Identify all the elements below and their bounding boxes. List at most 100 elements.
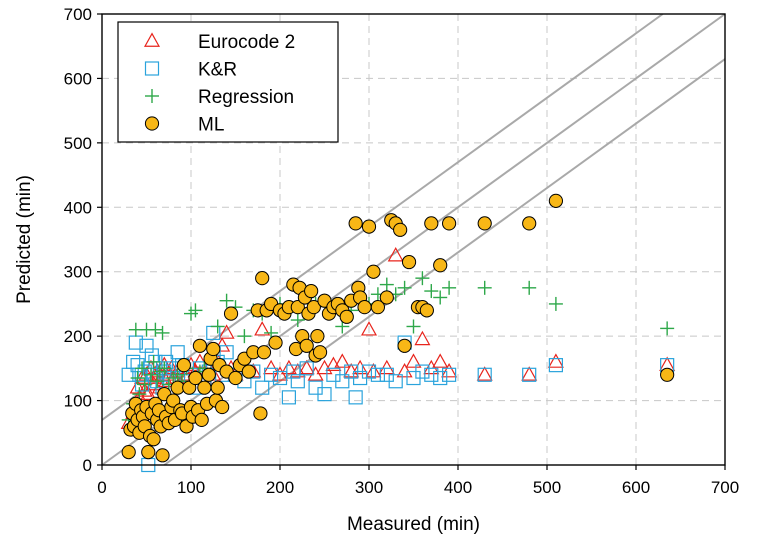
legend-marker-ml [144, 116, 160, 131]
point-regression [660, 321, 675, 336]
point-k-r [290, 374, 305, 389]
point-k-r [255, 380, 270, 395]
point-ml [393, 222, 408, 237]
point-k-r [415, 364, 430, 379]
x-axis-title: Measured (min) [347, 514, 480, 535]
legend-label-k-r: K&R [198, 60, 237, 81]
legend-marker-eurocode-2 [143, 32, 161, 47]
y-tick-label: 300 [64, 263, 92, 282]
point-ml [141, 445, 156, 460]
point-ml [197, 380, 212, 395]
point-k-r [477, 367, 492, 382]
y-tick-label: 700 [64, 5, 92, 24]
point-eurocode-2 [280, 359, 297, 375]
point-ml [210, 380, 225, 395]
point-ml [192, 338, 207, 353]
point-ml [215, 399, 230, 415]
point-eurocode-2 [360, 321, 378, 336]
x-tick-label: 700 [711, 478, 739, 497]
grid-lines [102, 14, 725, 465]
point-regression [290, 313, 305, 328]
x-tick-label: 100 [177, 478, 205, 497]
y-tick-label: 100 [64, 392, 92, 411]
point-ml [312, 345, 328, 360]
point-eurocode-2 [140, 385, 157, 400]
point-regression [148, 322, 163, 337]
legend-marker-k-r [144, 61, 160, 76]
legend-marker-regression [145, 89, 159, 103]
point-k-r [370, 367, 385, 382]
point-ml [176, 358, 191, 373]
point-regression [143, 367, 158, 382]
y-tick-label: 500 [64, 134, 92, 153]
point-eurocode-2 [432, 353, 449, 368]
point-ml [253, 406, 268, 421]
point-eurocode-2 [378, 359, 395, 375]
point-regression [415, 271, 430, 286]
y-tick-label: 0 [83, 456, 92, 475]
point-k-r [299, 361, 314, 376]
point-eurocode-2 [316, 359, 333, 375]
point-regression [137, 377, 152, 392]
point-k-r [281, 390, 296, 405]
point-ml [660, 367, 675, 382]
point-regression [155, 325, 170, 340]
point-ml [370, 300, 385, 315]
point-regression [188, 303, 203, 318]
point-eurocode-2 [441, 362, 458, 378]
series-ml [121, 193, 675, 463]
point-ml [228, 370, 243, 386]
point-k-r [361, 364, 377, 379]
point-k-r [522, 367, 537, 382]
point-ml [433, 258, 448, 273]
point-ml [357, 300, 372, 315]
point-ml [155, 448, 170, 463]
point-ml [223, 306, 239, 321]
point-ml [166, 393, 181, 408]
point-ml [424, 216, 439, 231]
y-tick-label: 200 [64, 327, 92, 346]
legend-label-eurocode-2: Eurocode 2 [198, 32, 295, 53]
point-ml [194, 412, 209, 427]
point-ml [121, 445, 136, 460]
point-ml [188, 370, 203, 386]
point-ml [201, 367, 216, 382]
point-k-r [219, 345, 234, 360]
point-ml [268, 335, 283, 350]
point-k-r [139, 338, 154, 353]
y-axis-title: Predicted (min) [14, 175, 35, 304]
point-regression [150, 374, 165, 389]
point-k-r [442, 367, 457, 382]
point-regression [522, 280, 537, 295]
point-k-r [433, 370, 448, 386]
point-ml [290, 300, 305, 315]
point-ml [379, 290, 394, 305]
point-ml [419, 303, 434, 318]
legend: Eurocode 2 K&R Regression ML [117, 21, 339, 143]
reference-line [101, 13, 664, 421]
x-tick-label: 500 [533, 478, 561, 497]
point-ml [397, 338, 412, 353]
point-ml [348, 216, 363, 231]
point-eurocode-2 [254, 321, 271, 336]
point-eurocode-2 [521, 366, 538, 381]
point-k-r [317, 387, 332, 402]
x-tick-label: 0 [97, 478, 106, 497]
point-ml [361, 219, 377, 234]
point-ml [306, 300, 321, 315]
point-k-r [424, 367, 439, 382]
point-ml [256, 345, 272, 360]
point-eurocode-2 [396, 362, 413, 378]
point-eurocode-2 [387, 247, 404, 262]
point-regression [210, 319, 225, 334]
legend-label-ml: ML [198, 115, 224, 136]
point-k-r [548, 358, 564, 373]
point-regression [424, 284, 439, 299]
x-tick-label: 600 [622, 478, 650, 497]
point-regression [130, 371, 145, 386]
point-regression [379, 277, 394, 292]
point-ml [522, 216, 537, 231]
point-eurocode-2 [218, 324, 235, 339]
x-tick-label: 400 [444, 478, 472, 497]
